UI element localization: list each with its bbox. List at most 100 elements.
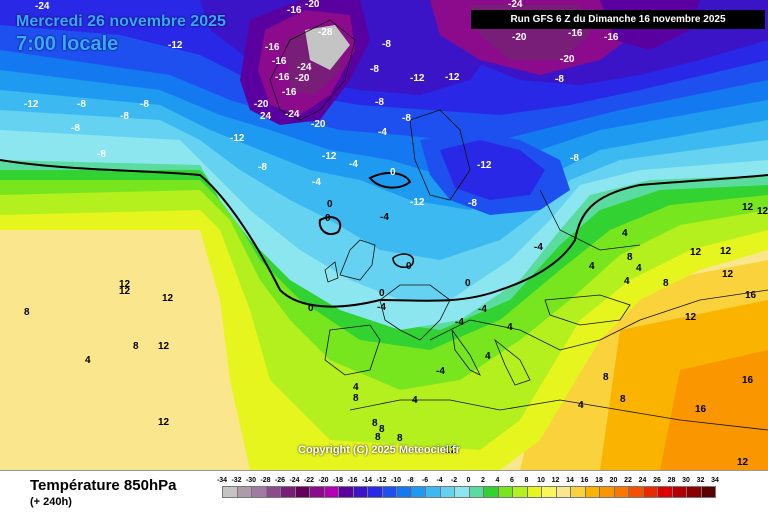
legend-swatch <box>628 486 644 498</box>
legend-tick-label: 22 <box>624 477 632 484</box>
map-label: 16 <box>745 290 757 301</box>
map-label: 12 <box>690 247 702 258</box>
map-label: -16 <box>272 56 287 67</box>
map-label: -20 <box>305 0 320 10</box>
legend-tick-label: 2 <box>481 477 485 484</box>
temperature-map: -24 -16 -20 -28 -12 -16 -16 -24 -20 -16 … <box>0 0 768 470</box>
map-label: -4 <box>478 304 487 315</box>
map-label: 12 <box>119 286 131 297</box>
legend-tick-label: 28 <box>667 477 676 484</box>
map-label: -8 <box>468 198 477 209</box>
map-label: 8 <box>133 341 139 352</box>
map-label: -24 <box>297 62 312 73</box>
map-label: -8 <box>402 113 411 124</box>
map-label: -4 <box>377 302 386 313</box>
legend-tick-label: 8 <box>524 477 529 484</box>
map-label: -12 <box>410 73 425 84</box>
map-label: -8 <box>77 99 86 110</box>
legend-swatch <box>309 486 325 498</box>
map-label: 0 <box>325 213 331 224</box>
legend-tick-label: -22 <box>303 477 315 484</box>
map-label: -8 <box>375 97 384 108</box>
legend-swatch <box>657 486 673 498</box>
map-label: 4 <box>412 395 418 406</box>
legend-swatch <box>265 486 281 498</box>
map-label: -4 <box>534 242 543 253</box>
legend-tick-label: -26 <box>274 477 286 484</box>
legend-tick-label: -16 <box>347 477 358 484</box>
map-label: -20 <box>254 99 269 110</box>
map-label: 0 <box>465 278 471 289</box>
legend-swatch <box>555 486 571 498</box>
legend-tick-label: -34 <box>216 477 228 484</box>
legend-swatch <box>671 486 687 498</box>
temperature-field <box>0 0 768 470</box>
legend-tick-label: -32 <box>231 477 242 484</box>
legend-swatch <box>410 486 426 498</box>
legend-tick-label: 26 <box>653 477 661 484</box>
map-label: -4 <box>312 177 321 188</box>
map-label: -8 <box>570 153 579 164</box>
map-label: -28 <box>318 27 333 38</box>
map-label: 12 <box>685 312 697 323</box>
legend-swatch <box>497 486 513 498</box>
map-label: 12 <box>720 246 732 257</box>
legend-swatch <box>584 486 600 498</box>
legend-tick-label: -28 <box>260 477 271 484</box>
map-label: -16 <box>265 42 280 53</box>
map-label: -8 <box>97 149 106 160</box>
legend-swatch <box>686 486 702 498</box>
legend-swatch <box>454 486 470 498</box>
map-label: 8 <box>379 424 385 435</box>
map-label: -20 <box>295 73 310 84</box>
map-label: -8 <box>140 99 149 110</box>
map-label: 12 <box>742 202 754 213</box>
map-label: 12 <box>158 341 170 352</box>
map-label: 4 <box>636 263 642 274</box>
legend-swatch <box>613 486 629 498</box>
map-label: -24 <box>285 109 300 120</box>
map-label: 12 <box>737 457 749 468</box>
legend-tick-label: 16 <box>580 477 589 484</box>
map-label: -8 <box>555 74 564 85</box>
map-label: 4 <box>578 400 584 411</box>
map-label: -12 <box>230 133 245 144</box>
legend-swatch <box>526 486 542 498</box>
legend-swatch <box>352 486 368 498</box>
map-label: -16 <box>568 28 583 39</box>
map-label: 4 <box>353 382 359 393</box>
map-label: -20 <box>512 32 527 43</box>
map-label: 8 <box>397 433 403 444</box>
legend-tick-label: -18 <box>332 477 344 484</box>
map-label: 4 <box>485 351 491 362</box>
footer-bar: Température 850hPa (+ 240h) -34 -32 -30 -28… <box>0 470 768 512</box>
map-label: 8 <box>620 394 626 405</box>
legend-tick-label: 32 <box>696 477 705 484</box>
legend-swatch <box>367 486 383 498</box>
map-label: -4 <box>349 159 358 170</box>
legend-tick-label: 24 <box>638 477 647 484</box>
map-label: 8 <box>603 372 609 383</box>
map-label: -16 <box>275 72 290 83</box>
map-label: -12 <box>445 72 460 83</box>
legend-tick-label: 6 <box>510 477 514 484</box>
map-label: -16 <box>282 87 297 98</box>
legend-swatch <box>294 486 310 498</box>
color-scale-legend: -34 -32 -30 -28 -26 -24 -22 -20 -18 -16 -14 -12 -10-… <box>217 477 752 511</box>
map-label: 24 <box>260 111 272 122</box>
legend-swatch <box>599 486 615 498</box>
map-label: -16 <box>604 32 619 43</box>
map-label: 0 <box>327 199 333 210</box>
legend-tick-label: -8 <box>407 477 414 484</box>
map-label: -20 <box>311 119 326 130</box>
map-label: 8 <box>24 307 30 318</box>
map-label: 4 <box>85 355 91 366</box>
legend-tick-label: 20 <box>609 477 618 484</box>
legend-swatch <box>439 486 455 498</box>
legend-tick-label: -10 <box>390 477 402 484</box>
legend-swatch <box>642 486 658 498</box>
map-label: -16 <box>287 5 302 16</box>
map-label: -8 <box>120 111 129 122</box>
copyright-text: Copyright (C) 2025 Meteociel.fr <box>298 444 460 456</box>
legend-tick-label: -2 <box>450 477 458 484</box>
